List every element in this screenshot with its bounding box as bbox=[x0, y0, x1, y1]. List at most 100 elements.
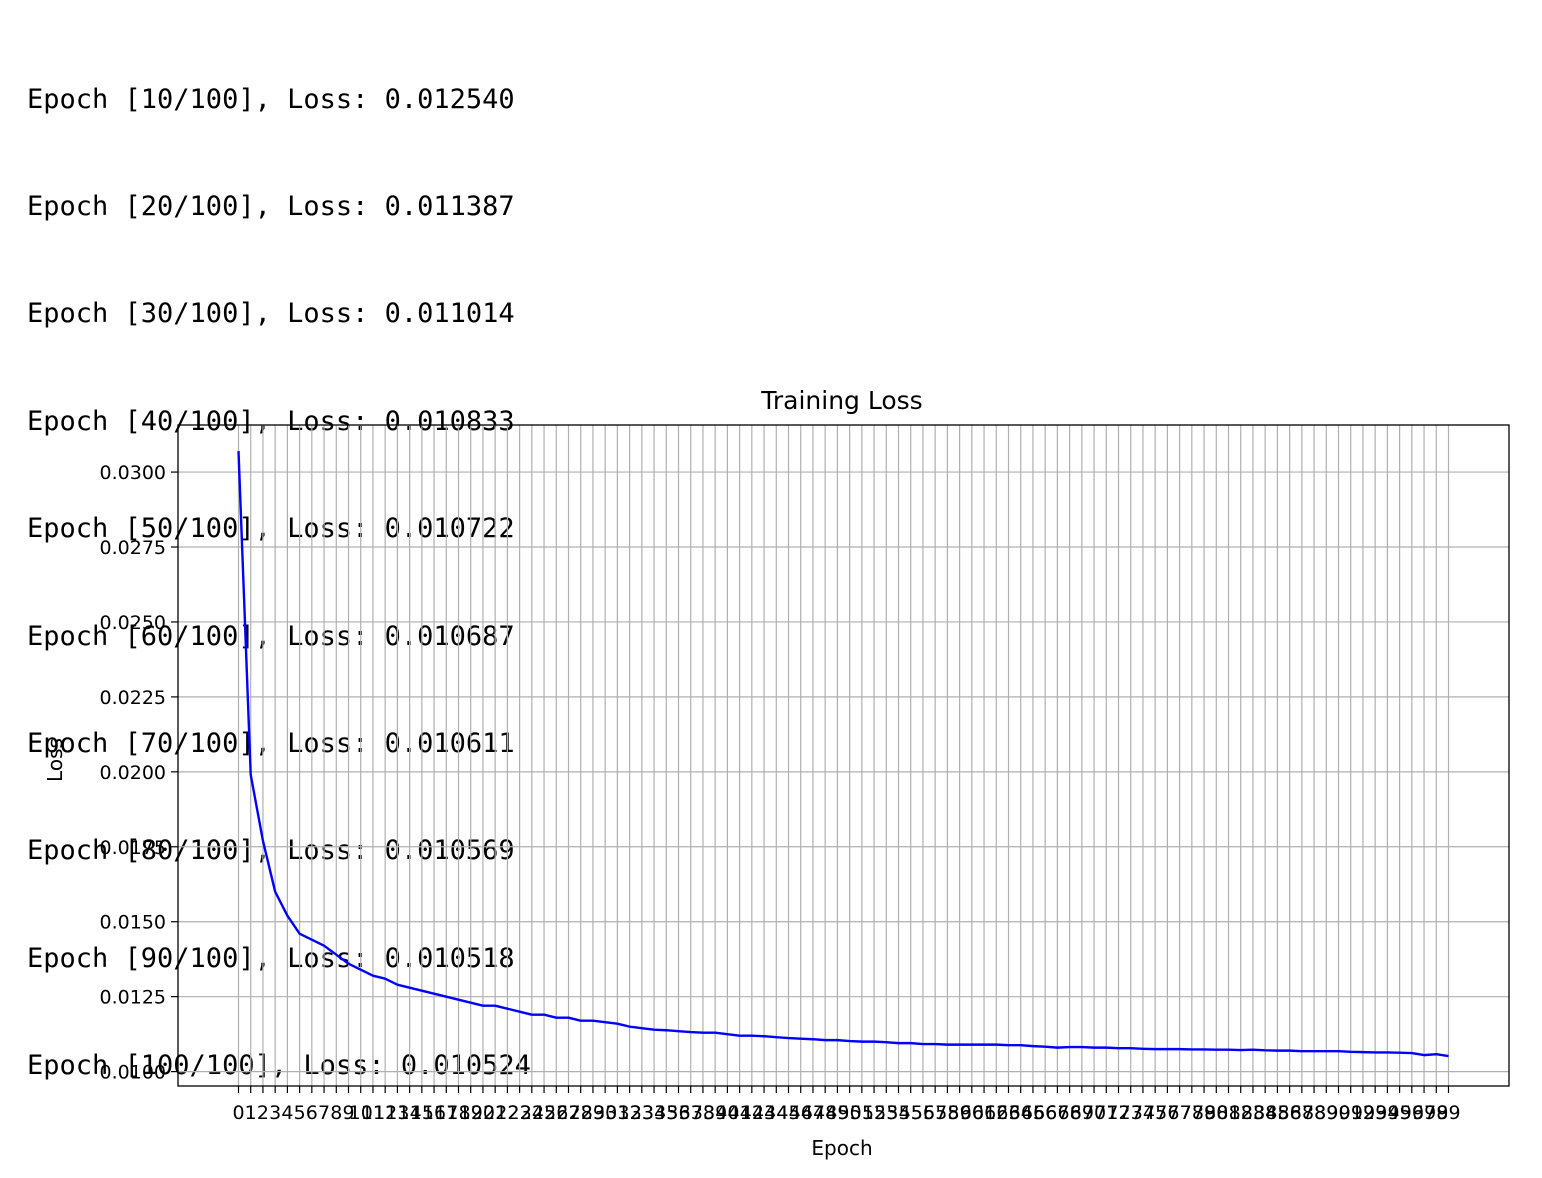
x-tick-label: 85 bbox=[1265, 1102, 1289, 1124]
x-tick-label: 81 bbox=[1216, 1102, 1240, 1124]
x-tick-label: 87 bbox=[1290, 1102, 1314, 1124]
x-tick-label: 84 bbox=[1253, 1102, 1277, 1124]
x-tick-label: 18 bbox=[446, 1102, 470, 1124]
log-line: Epoch [100/100], Loss: 0.010524 bbox=[27, 1050, 531, 1082]
x-tick-label: 8 bbox=[330, 1102, 342, 1124]
x-tick-label: 21 bbox=[483, 1102, 507, 1124]
x-tick-label: 92 bbox=[1351, 1102, 1375, 1124]
x-tick-label: 93 bbox=[1363, 1102, 1387, 1124]
x-tick-label: 73 bbox=[1119, 1102, 1143, 1124]
y-axis-label: Loss bbox=[43, 738, 67, 782]
x-tick-label: 0 bbox=[232, 1102, 244, 1124]
y-tick-label: 0.0175 bbox=[100, 837, 166, 859]
x-tick-label: 64 bbox=[1009, 1102, 1033, 1124]
x-tick-label: 6 bbox=[306, 1102, 318, 1124]
x-tick-label: 71 bbox=[1094, 1102, 1118, 1124]
x-tick-label: 46 bbox=[789, 1102, 813, 1124]
x-tick-label: 70 bbox=[1082, 1102, 1106, 1124]
loss-series-line bbox=[237, 451, 1449, 1058]
x-tick-label: 69 bbox=[1070, 1102, 1094, 1124]
x-tick-label: 40 bbox=[715, 1102, 739, 1124]
x-tick-label: 19 bbox=[459, 1102, 483, 1124]
y-tick-label: 0.0250 bbox=[100, 612, 166, 634]
x-tick-label: 14 bbox=[398, 1102, 422, 1124]
line-layer bbox=[237, 451, 1449, 1058]
x-tick-label: 2 bbox=[257, 1102, 269, 1124]
x-tick-label: 86 bbox=[1278, 1102, 1302, 1124]
x-tick-label: 55 bbox=[899, 1102, 923, 1124]
x-tick-label: 47 bbox=[801, 1102, 825, 1124]
x-tick-label: 42 bbox=[740, 1102, 764, 1124]
y-tick-label: 0.0150 bbox=[100, 912, 166, 934]
x-tick-label: 56 bbox=[911, 1102, 935, 1124]
x-tick-label: 65 bbox=[1021, 1102, 1045, 1124]
x-tick-label: 20 bbox=[471, 1102, 495, 1124]
x-tick-label: 57 bbox=[923, 1102, 947, 1124]
x-tick-label: 27 bbox=[556, 1102, 580, 1124]
x-tick-label: 1 bbox=[245, 1102, 257, 1124]
chart-title: Training Loss bbox=[760, 386, 922, 415]
x-tick-label: 95 bbox=[1388, 1102, 1412, 1124]
x-tick-label: 13 bbox=[385, 1102, 409, 1124]
log-line: Epoch [60/100], Loss: 0.010687 bbox=[27, 620, 515, 652]
x-tick-label: 91 bbox=[1339, 1102, 1363, 1124]
tick-layer: 0 1 2 3 4 5 6 7 8 9101112131415161718192021222324… bbox=[100, 462, 1461, 1124]
x-tick-label: 48 bbox=[813, 1102, 837, 1124]
x-tick-label: 62 bbox=[984, 1102, 1008, 1124]
x-tick-label: 44 bbox=[764, 1102, 788, 1124]
x-tick-label: 32 bbox=[618, 1102, 642, 1124]
x-tick-label: 16 bbox=[422, 1102, 446, 1124]
training-loss-chart: Training Loss 0 1 2 3 4 5 6 7 8 91011121314151617… bbox=[43, 386, 1510, 1160]
y-tick-label: 0.0225 bbox=[100, 687, 166, 709]
x-tick-label: 23 bbox=[508, 1102, 532, 1124]
x-tick-label: 67 bbox=[1045, 1102, 1069, 1124]
y-tick-label: 0.0100 bbox=[100, 1062, 166, 1084]
x-tick-label: 15 bbox=[410, 1102, 434, 1124]
x-tick-label: 11 bbox=[361, 1102, 385, 1124]
y-tick-label: 0.0300 bbox=[100, 462, 166, 484]
x-tick-label: 75 bbox=[1143, 1102, 1167, 1124]
x-tick-label: 3 bbox=[269, 1102, 281, 1124]
x-tick-label: 63 bbox=[996, 1102, 1020, 1124]
x-tick-label: 10 bbox=[349, 1102, 373, 1124]
x-tick-label: 61 bbox=[972, 1102, 996, 1124]
x-tick-label: 72 bbox=[1106, 1102, 1130, 1124]
training-log: Epoch [10/100], Loss: 0.012540 Epoch [20… bbox=[27, 10, 531, 1120]
x-tick-label: 41 bbox=[728, 1102, 752, 1124]
x-tick-label: 22 bbox=[495, 1102, 519, 1124]
x-tick-label: 5 bbox=[294, 1102, 306, 1124]
x-tick-label: 98 bbox=[1424, 1102, 1448, 1124]
y-tick-label: 0.0275 bbox=[100, 537, 166, 559]
plot-frame bbox=[177, 424, 1510, 1087]
x-tick-label: 58 bbox=[935, 1102, 959, 1124]
x-tick-label: 50 bbox=[838, 1102, 862, 1124]
x-tick-label: 80 bbox=[1204, 1102, 1228, 1124]
log-line: Epoch [70/100], Loss: 0.010611 bbox=[27, 727, 515, 759]
x-tick-label: 38 bbox=[691, 1102, 715, 1124]
x-tick-label: 26 bbox=[544, 1102, 568, 1124]
x-tick-label: 28 bbox=[569, 1102, 593, 1124]
x-tick-label: 35 bbox=[654, 1102, 678, 1124]
x-tick-label: 83 bbox=[1241, 1102, 1265, 1124]
x-tick-label: 79 bbox=[1192, 1102, 1216, 1124]
x-tick-label: 9 bbox=[342, 1102, 354, 1124]
x-tick-label: 49 bbox=[825, 1102, 849, 1124]
x-tick-label: 25 bbox=[532, 1102, 556, 1124]
x-tick-label: 60 bbox=[960, 1102, 984, 1124]
x-tick-label: 90 bbox=[1326, 1102, 1350, 1124]
x-tick-label: 45 bbox=[776, 1102, 800, 1124]
y-tick-label: 0.0200 bbox=[100, 762, 166, 784]
x-tick-label: 37 bbox=[679, 1102, 703, 1124]
x-tick-label: 53 bbox=[874, 1102, 898, 1124]
x-tick-label: 77 bbox=[1168, 1102, 1192, 1124]
x-tick-label: 78 bbox=[1180, 1102, 1204, 1124]
x-tick-label: 76 bbox=[1155, 1102, 1179, 1124]
x-tick-label: 59 bbox=[948, 1102, 972, 1124]
x-tick-label: 34 bbox=[642, 1102, 666, 1124]
x-tick-label: 33 bbox=[630, 1102, 654, 1124]
log-line: Epoch [20/100], Loss: 0.011387 bbox=[27, 190, 515, 222]
x-tick-label: 74 bbox=[1131, 1102, 1155, 1124]
log-line: Epoch [30/100], Loss: 0.011014 bbox=[27, 298, 515, 330]
x-tick-label: 7 bbox=[318, 1102, 330, 1124]
x-tick-label: 12 bbox=[373, 1102, 397, 1124]
